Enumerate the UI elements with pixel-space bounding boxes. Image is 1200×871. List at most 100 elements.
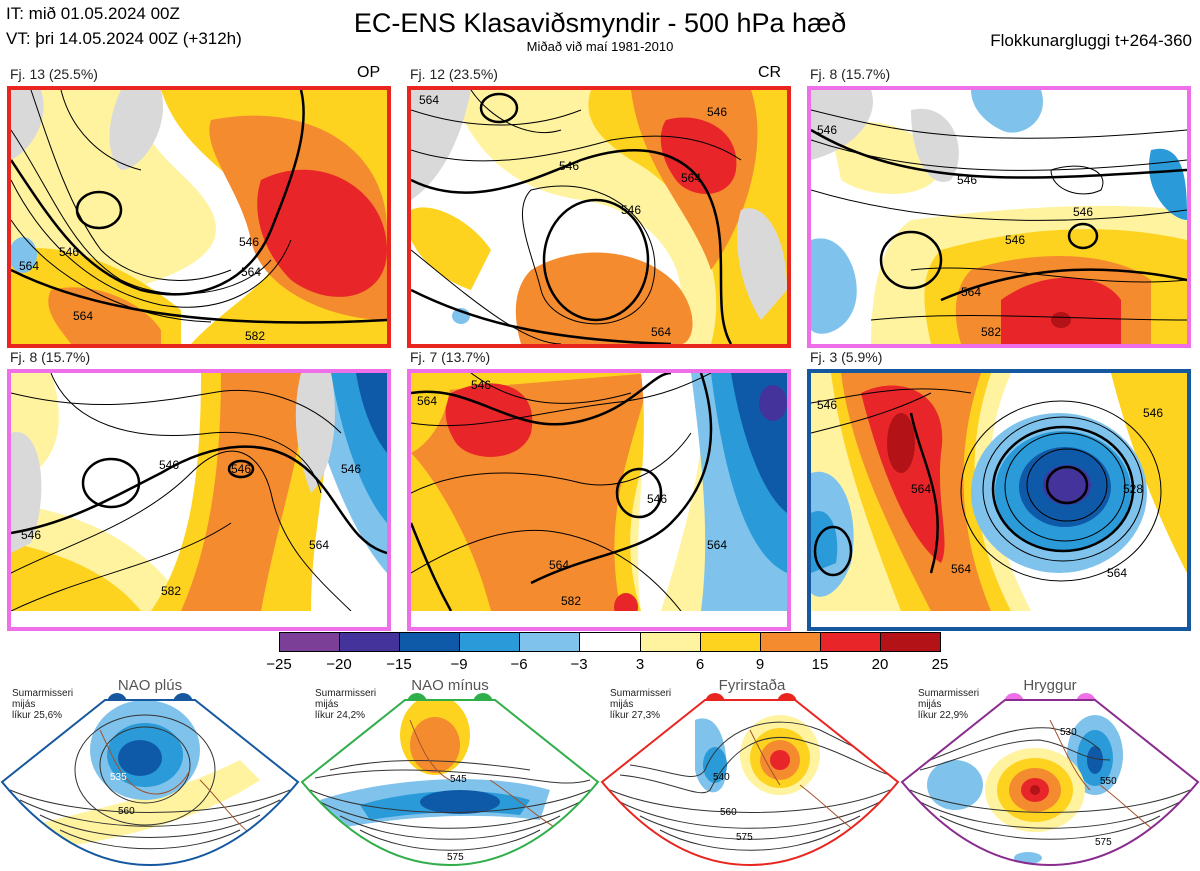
contour-label: 546 bbox=[559, 159, 579, 173]
contour-label: 564 bbox=[961, 285, 981, 299]
colorbar-tick: −25 bbox=[266, 656, 292, 673]
contour-label: 546 bbox=[1005, 233, 1025, 247]
regime-note-line: líkur 22,9% bbox=[918, 710, 969, 721]
contour-label: 564 bbox=[651, 325, 671, 339]
regime-2-frame bbox=[300, 699, 600, 867]
regime-contour-label: 540 bbox=[713, 772, 730, 783]
contour-label: 564 bbox=[951, 562, 971, 576]
regime-4-frame bbox=[900, 699, 1200, 867]
regime-1-frame bbox=[0, 699, 300, 867]
cluster-map-panel-5[interactable]: 564 546 546 564 564 582 bbox=[407, 369, 791, 631]
regime-note-line: líkur 24,2% bbox=[315, 710, 366, 721]
contour-label: 546 bbox=[1143, 406, 1163, 420]
cluster-map-panel-6[interactable]: 546 546 564 528 564 564 bbox=[807, 369, 1191, 631]
contour-label: 582 bbox=[161, 584, 181, 598]
colorbar-tick: 25 bbox=[931, 656, 949, 673]
regime-note-line: mijás bbox=[918, 699, 942, 710]
regime-contour-label: 560 bbox=[440, 816, 457, 827]
regime-note-line: mijás bbox=[315, 699, 339, 710]
panel-1-tag: OP bbox=[357, 64, 381, 81]
regime-2-note: Sumarmisseri mijás líkur 24,2% bbox=[315, 688, 376, 721]
colorbar-swatch bbox=[640, 633, 701, 651]
colorbar-tick: −9 bbox=[450, 656, 468, 673]
panel-2-label: Fj. 12 (23.5%) bbox=[410, 66, 498, 82]
contour-label: 564 bbox=[681, 171, 701, 185]
regime-2-name: NAO mínus bbox=[411, 677, 489, 694]
anomaly-map-2: 546 546 564 546 564 564 bbox=[411, 90, 787, 344]
anomaly-map-6: 546 546 564 528 564 564 bbox=[811, 373, 1187, 611]
colorbar-tick: −20 bbox=[326, 656, 352, 673]
contour-label: 546 bbox=[21, 528, 41, 542]
page-title: EC-ENS Klasaviðsmyndir - 500 hPa hæð bbox=[353, 8, 847, 38]
colorbar-swatch bbox=[460, 633, 521, 651]
regime-1-name: NAO plús bbox=[117, 677, 183, 694]
colorbar-tick: −15 bbox=[386, 656, 412, 673]
colorbar-tick: 9 bbox=[755, 656, 765, 673]
contour-label: 564 bbox=[73, 309, 93, 323]
cluster-map-panel-1[interactable]: 546 564 546 564 564 582 bbox=[7, 86, 391, 348]
valid-time: VT: þri 14.05.2024 00Z (+312h) bbox=[6, 29, 242, 48]
contour-label: 564 bbox=[419, 93, 439, 107]
colorbar-tick: −3 bbox=[570, 656, 588, 673]
contour-label: 564 bbox=[309, 538, 329, 552]
regime-contour-label: 575 bbox=[1095, 837, 1112, 848]
contour-label: 564 bbox=[241, 265, 261, 279]
regime-3-map: 540 560 575 bbox=[600, 699, 900, 867]
regime-4-map: 530 550 575 bbox=[900, 699, 1200, 867]
cluster-map-panel-2[interactable]: 546 546 564 546 564 564 bbox=[407, 86, 791, 348]
regime-note-line: mijás bbox=[12, 699, 36, 710]
contour-label: 546 bbox=[59, 245, 79, 259]
regime-note-line: Sumarmisseri bbox=[12, 688, 74, 699]
contour-label: 582 bbox=[981, 325, 1001, 339]
contour-label: 546 bbox=[817, 123, 837, 137]
contour-label: 528 bbox=[1123, 482, 1143, 496]
contour-label: 546 bbox=[231, 462, 251, 476]
regime-contour-label: 575 bbox=[447, 852, 464, 863]
contour-label: 564 bbox=[549, 558, 569, 572]
colorbar-tick: 20 bbox=[871, 656, 889, 673]
contour-label: 546 bbox=[471, 378, 491, 392]
panel-6-label: Fj. 3 (5.9%) bbox=[810, 349, 883, 365]
colorbar bbox=[279, 632, 941, 652]
panel-2-tag: CR bbox=[758, 64, 782, 81]
regime-2-map: 545 560 575 bbox=[300, 699, 600, 867]
cluster-map-panel-4[interactable]: 546 546 546 564 582 546 bbox=[7, 369, 391, 631]
regime-contour-label: 545 bbox=[450, 774, 467, 785]
contour-label: 546 bbox=[957, 173, 977, 187]
contour-label: 564 bbox=[417, 394, 437, 408]
panel-3-label: Fj. 8 (15.7%) bbox=[810, 66, 891, 82]
colorbar-swatch bbox=[400, 633, 461, 651]
colorbar-tick: −6 bbox=[510, 656, 528, 673]
colorbar-tick: 15 bbox=[811, 656, 829, 673]
regime-note-line: líkur 25,6% bbox=[12, 710, 63, 721]
regime-3-name: Fyrirstaða bbox=[718, 677, 786, 694]
anomaly-map-4: 546 546 546 564 582 546 bbox=[11, 373, 387, 611]
colorbar-swatch bbox=[520, 633, 581, 651]
contour-label: 546 bbox=[159, 458, 179, 472]
colorbar-swatch bbox=[580, 633, 641, 651]
contour-label: 564 bbox=[19, 259, 39, 273]
regime-4-name: Hryggur bbox=[1023, 677, 1077, 694]
contour-label: 546 bbox=[341, 462, 361, 476]
contour-label: 564 bbox=[911, 482, 931, 496]
contour-label: 564 bbox=[1107, 566, 1127, 580]
regime-note-line: Sumarmisseri bbox=[315, 688, 377, 699]
contour-label: 582 bbox=[561, 594, 581, 608]
contour-label: 546 bbox=[647, 492, 667, 506]
colorbar-swatch bbox=[760, 633, 821, 651]
colorbar-swatch bbox=[880, 633, 941, 651]
panel-1-label: Fj. 13 (25.5%) bbox=[10, 66, 98, 82]
regime-contour-label: 560 bbox=[118, 806, 135, 817]
regime-contour-label: 575 bbox=[736, 832, 753, 843]
panel-5-label: Fj. 7 (13.7%) bbox=[410, 349, 491, 365]
contour-label: 564 bbox=[707, 538, 727, 552]
regime-note-line: Sumarmisseri bbox=[610, 688, 672, 699]
regime-3-note: Sumarmisseri mijás líkur 27,3% bbox=[610, 688, 671, 721]
contour-label: 546 bbox=[817, 398, 837, 412]
anomaly-map-5: 564 546 546 564 564 582 bbox=[411, 373, 787, 611]
regime-1-map: 535 560 bbox=[0, 699, 300, 867]
regime-1-note: Sumarmisseri mijás líkur 25,6% bbox=[12, 688, 73, 721]
cluster-map-panel-3[interactable]: 546 546 546 546 564 582 bbox=[807, 86, 1191, 348]
colorbar-tick: 6 bbox=[695, 656, 705, 673]
contour-label: 546 bbox=[621, 203, 641, 217]
